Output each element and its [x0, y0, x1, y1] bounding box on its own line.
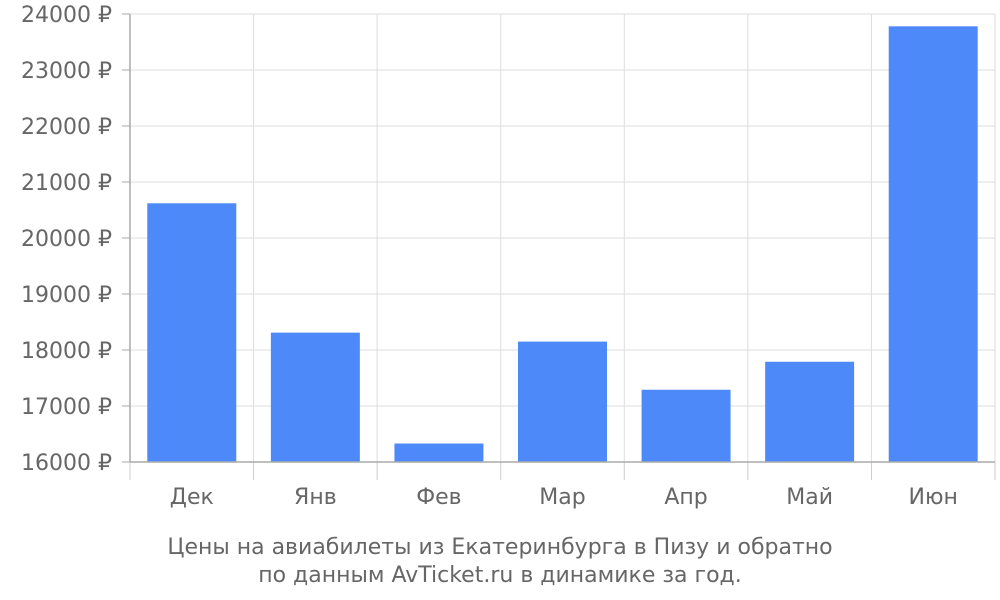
y-tick-label: 21000 ₽	[21, 171, 112, 196]
chart-caption: Цены на авиабилеты из Екатеринбурга в Пи…	[0, 534, 1000, 590]
bar-6	[765, 361, 855, 462]
bar-1	[147, 203, 237, 462]
bar-3	[394, 443, 484, 462]
bar-4	[518, 341, 607, 462]
y-tick-label: 17000 ₽	[21, 395, 112, 420]
bar-5	[641, 389, 731, 462]
x-tick-label: Апр	[664, 485, 707, 510]
y-tick-label: 20000 ₽	[21, 227, 112, 252]
x-tick-label: Июн	[909, 485, 958, 510]
y-tick-label: 19000 ₽	[21, 283, 112, 308]
x-tick-label: Дек	[170, 485, 214, 510]
x-tick-label: Мар	[539, 485, 585, 510]
bar-7	[888, 26, 978, 462]
bars	[147, 26, 978, 462]
axes	[122, 13, 996, 480]
x-tick-label: Янв	[294, 485, 337, 510]
caption-line-1: Цены на авиабилеты из Екатеринбурга в Пи…	[167, 535, 833, 560]
caption-line-2: по данным AvTicket.ru в динамике за год.	[258, 563, 742, 588]
x-tick-label: Фев	[416, 485, 461, 510]
y-tick-label: 24000 ₽	[21, 3, 112, 28]
y-tick-label: 18000 ₽	[21, 339, 112, 364]
bar-chart: 16000 ₽ 17000 ₽ 18000 ₽ 19000 ₽ 20000 ₽ 21000…	[21, 3, 996, 510]
x-tick-label: Май	[786, 485, 833, 510]
bar-2	[270, 332, 360, 462]
y-tick-label: 23000 ₽	[21, 59, 112, 84]
y-tick-label: 16000 ₽	[21, 451, 112, 476]
y-axis-ticks: 16000 ₽ 17000 ₽ 18000 ₽ 19000 ₽ 20000 ₽ 21000…	[21, 3, 112, 476]
x-axis-ticks: Дек Янв Фев Мар Апр Май Июн	[170, 485, 958, 510]
y-tick-label: 22000 ₽	[21, 115, 112, 140]
